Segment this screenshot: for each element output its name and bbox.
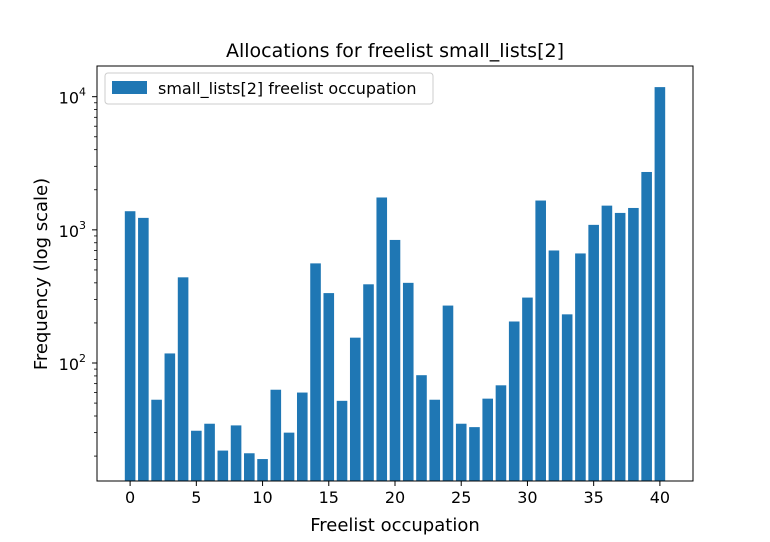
bar-24	[442, 305, 454, 481]
legend-label: small_lists[2] freelist occupation	[158, 79, 416, 99]
x-tick-label: 10	[252, 488, 272, 507]
legend: small_lists[2] freelist occupation	[104, 72, 434, 105]
bars	[124, 87, 666, 482]
x-tick-label: 40	[650, 488, 670, 507]
y-axis: 102 103 104	[59, 86, 97, 457]
x-axis: 0 5 10 15 20 25 30 35 40	[125, 481, 670, 507]
bar-5	[191, 430, 202, 481]
y-axis-label: Frequency (log scale)	[31, 178, 52, 370]
bar-15	[323, 293, 335, 481]
x-tick-label: 0	[125, 488, 135, 507]
bar-9	[244, 453, 255, 481]
bar-37	[614, 212, 626, 481]
legend-swatch	[112, 81, 147, 94]
y-tick-label: 102	[59, 352, 86, 374]
bar-32	[548, 250, 560, 481]
bar-7	[217, 450, 229, 481]
bar-12	[283, 432, 295, 481]
bar-33	[561, 314, 573, 481]
bar-40	[654, 87, 666, 481]
x-tick-label: 15	[319, 488, 339, 507]
bar-34	[575, 253, 586, 481]
bar-18	[363, 284, 374, 481]
bar-36	[601, 205, 613, 481]
x-tick-label: 20	[385, 488, 405, 507]
bar-22	[416, 375, 427, 481]
bar-6	[204, 423, 215, 481]
bar-38	[628, 207, 639, 481]
y-tick-label: 104	[59, 86, 86, 108]
bar-8	[230, 425, 242, 481]
x-tick-label: 30	[517, 488, 537, 507]
bar-17	[349, 337, 361, 481]
bar-30	[522, 297, 533, 481]
bar-2	[151, 399, 162, 481]
bar-4	[177, 277, 189, 481]
bar-1	[138, 217, 149, 481]
bar-11	[270, 389, 282, 481]
bar-23	[429, 399, 441, 481]
bar-3	[164, 353, 176, 481]
bar-0	[124, 211, 136, 482]
bar-26	[469, 427, 480, 481]
bar-31	[535, 200, 546, 481]
bar-13	[296, 392, 308, 481]
bar-20	[389, 239, 401, 481]
bar-25	[455, 423, 467, 481]
chart-title: Allocations for freelist small_lists[2]	[226, 40, 564, 62]
x-axis-label: Freelist occupation	[310, 515, 480, 536]
y-tick-label: 103	[59, 219, 86, 241]
bar-21	[402, 282, 414, 481]
bar-10	[257, 459, 268, 481]
bar-35	[588, 224, 599, 481]
bar-28	[495, 385, 507, 481]
bar-19	[376, 197, 388, 481]
x-tick-label: 35	[583, 488, 603, 507]
bar-16	[336, 400, 348, 481]
legend-box	[104, 72, 434, 105]
bar-27	[482, 398, 494, 481]
x-tick-label: 5	[191, 488, 201, 507]
x-tick-label: 25	[451, 488, 471, 507]
bar-14	[310, 263, 321, 481]
bar-39	[641, 171, 652, 481]
bar-29	[508, 321, 520, 481]
